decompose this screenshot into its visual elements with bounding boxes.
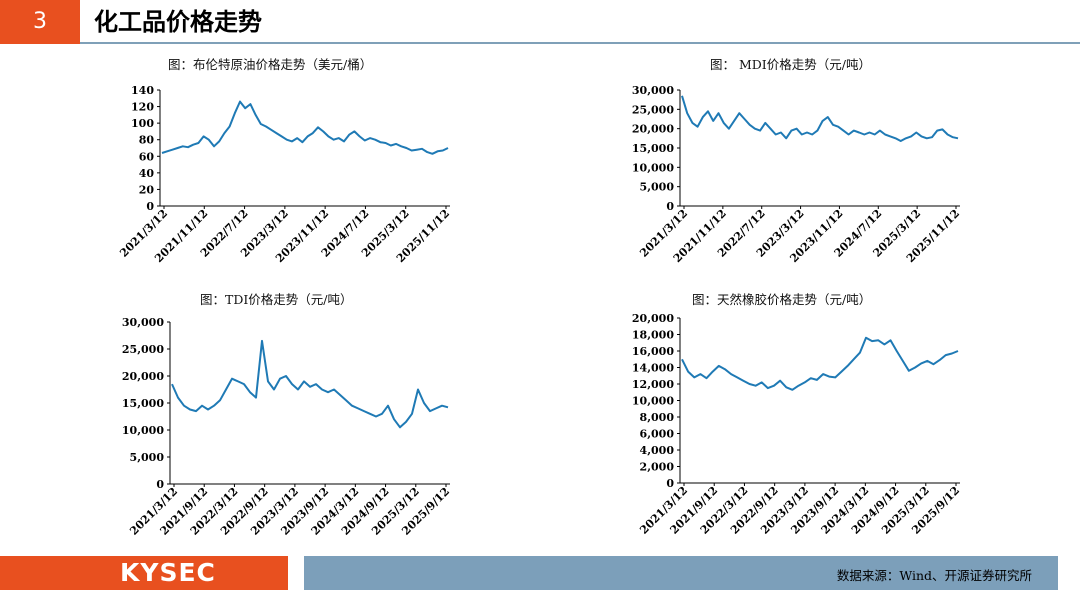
y-tick-label: 30,000 (122, 316, 164, 329)
y-tick-label: 100 (131, 117, 154, 130)
y-tick-label: 0 (156, 478, 164, 491)
slide-header: 3 化工品价格走势 (0, 0, 1080, 44)
y-tick-label: 12,000 (632, 378, 674, 391)
y-tick-label: 20,000 (632, 312, 674, 325)
y-tick-label: 18,000 (632, 329, 674, 342)
y-tick-label: 16,000 (632, 345, 674, 358)
y-tick-label: 30,000 (632, 84, 674, 97)
data-source-note: 数据来源：Wind、开源证券研究所 (836, 568, 1032, 583)
chart-title-mdi: 图： MDI价格走势（元/吨） (710, 57, 871, 72)
y-tick-label: 20,000 (632, 123, 674, 136)
chart-title-brent: 图：布伦特原油价格走势（美元/桶） (168, 57, 373, 72)
y-tick-label: 8,000 (640, 411, 675, 424)
y-tick-label: 10,000 (632, 395, 674, 408)
footer-bar (304, 556, 1058, 590)
y-tick-label: 20,000 (122, 370, 164, 383)
series-line (681, 336, 959, 391)
y-tick-label: 0 (146, 200, 154, 213)
y-tick-label: 140 (131, 84, 154, 97)
slide-title: 化工品价格走势 (94, 8, 262, 36)
chart-title-tdi: 图：TDI价格走势（元/吨） (200, 292, 353, 307)
y-tick-label: 10,000 (632, 161, 674, 174)
company-logo: KYSEC (120, 558, 216, 587)
y-tick-label: 5,000 (640, 181, 675, 194)
y-tick-label: 4,000 (640, 444, 675, 457)
y-tick-label: 15,000 (632, 142, 674, 155)
y-tick-label: 40 (139, 167, 155, 180)
chart-natural-rubber: 0 2,000 4,000 6,000 8,000 10,000 12,000 14,000 1… (632, 312, 962, 537)
chart-tdi: 05,00010,00015,00020,00025,00030,0002021… (122, 316, 452, 538)
chart-mdi: 05,00010,00015,00020,00025,00030,0002021… (632, 84, 962, 265)
y-tick-label: 2,000 (640, 461, 675, 474)
y-tick-label: 25,000 (122, 343, 164, 356)
y-tick-label: 0 (666, 477, 674, 490)
footer-logo-block (0, 556, 288, 590)
y-tick-label: 6,000 (640, 428, 675, 441)
chart-brent-oil: 0204060801001201402021/3/122021/11/12202… (117, 84, 452, 265)
series-line (161, 100, 449, 155)
y-tick-label: 5,000 (130, 451, 165, 464)
chart-title-rubber: 图：天然橡胶价格走势（元/吨） (692, 292, 872, 307)
header-divider (80, 42, 1080, 44)
y-tick-label: 60 (139, 150, 155, 163)
series-line (681, 95, 959, 142)
y-tick-label: 14,000 (632, 362, 674, 375)
y-tick-label: 120 (131, 101, 154, 114)
y-tick-label: 25,000 (632, 103, 674, 116)
y-tick-label: 15,000 (122, 397, 164, 410)
y-tick-label: 10,000 (122, 424, 164, 437)
y-tick-label: 80 (139, 134, 155, 147)
slide-number: 3 (0, 0, 80, 44)
series-line (171, 339, 449, 429)
y-tick-label: 20 (139, 183, 155, 196)
y-tick-label: 0 (666, 200, 674, 213)
